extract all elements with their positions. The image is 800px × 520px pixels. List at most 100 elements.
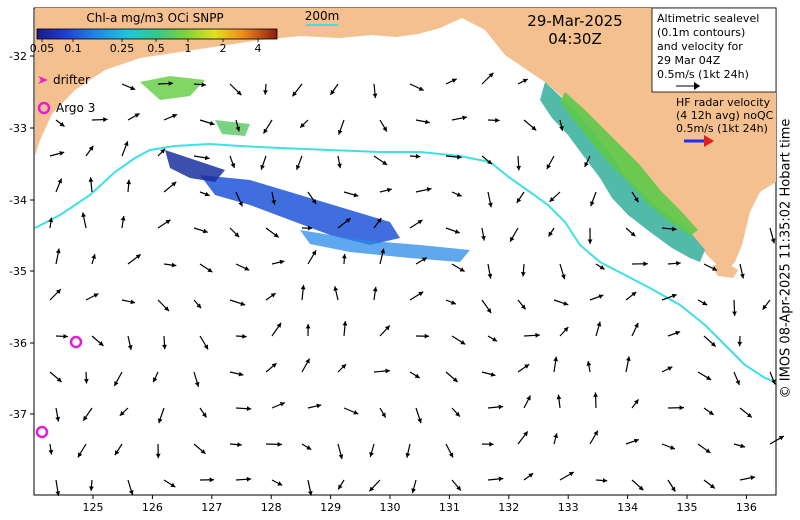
velocity-arrow-head: [488, 72, 494, 78]
velocity-arrow-head: [57, 178, 63, 184]
velocity-arrow-head: [130, 299, 136, 305]
velocity-arrow-head: [771, 379, 776, 385]
velocity-arrow-head: [546, 164, 552, 170]
velocity-arrow-head: [675, 330, 681, 336]
colorbar-ticks: 0.05 0.1 0.25 0.5 1 2 4: [30, 39, 262, 55]
altimetry-legend-line: and velocity for: [657, 40, 743, 53]
longitude-label: 130: [380, 501, 401, 514]
velocity-arrow-head: [590, 201, 595, 207]
velocity-arrow-head: [316, 403, 322, 409]
velocity-arrow-head: [292, 91, 297, 97]
hf-radar-legend-line: 0.5m/s (1kt 24h): [676, 122, 768, 135]
velocity-arrow-head: [426, 187, 432, 192]
velocity-arrow-head: [263, 90, 268, 95]
longitude-label: 133: [558, 501, 579, 514]
velocity-arrow-head: [381, 412, 386, 418]
velocity-arrow-head: [488, 202, 493, 208]
velocity-arrow-head: [300, 284, 306, 290]
isobath-key: 200m: [305, 9, 340, 26]
velocity-arrow-head: [587, 239, 593, 244]
velocity-arrow-head: [238, 201, 243, 207]
velocity-arrow-head: [671, 293, 677, 299]
altimetry-scale-arrow-head: [694, 82, 700, 90]
velocity-arrow-head: [119, 410, 125, 416]
velocity-arrow-head: [553, 356, 559, 362]
velocity-arrow-head: [634, 322, 639, 328]
velocity-arrow-head: [305, 358, 310, 364]
longitude-label: 129: [320, 501, 341, 514]
velocity-arrow-head: [234, 232, 240, 238]
longitude-label: 131: [439, 501, 460, 514]
velocity-arrow-head: [55, 491, 61, 496]
velocity-arrow-head: [126, 179, 132, 185]
velocity-arrow-head: [746, 412, 752, 418]
velocity-arrow-head: [307, 225, 313, 231]
velocity-arrow-head: [244, 266, 250, 271]
colorbar-tick-label: 4: [255, 42, 262, 55]
velocity-arrow-head: [202, 228, 208, 234]
velocity-arrow-head: [535, 332, 540, 338]
velocity-arrow-head: [770, 238, 776, 244]
colorbar-tick-label: 0.05: [30, 42, 55, 55]
altimetry-legend-line: 0.5m/s (1kt 24h): [657, 68, 749, 81]
velocity-arrow-head: [55, 289, 61, 294]
chl-coastal-green: [560, 92, 698, 236]
drifter-legend: drifter: [38, 73, 90, 87]
velocity-arrow-head: [382, 160, 388, 165]
velocity-arrow-head: [630, 231, 636, 237]
velocity-arrow-head: [279, 402, 285, 407]
velocity-arrow-head: [710, 341, 716, 347]
velocity-arrow-head: [531, 125, 537, 131]
velocity-arrow-head: [171, 262, 177, 268]
velocity-arrow-head: [91, 254, 96, 260]
velocity-arrow-head: [103, 117, 108, 122]
argo-legend: Argo 3: [37, 101, 95, 115]
velocity-arrow-head: [55, 248, 61, 254]
velocity-arrow-head: [425, 119, 430, 125]
velocity-arrow-head: [520, 304, 526, 310]
latitude-label: -37: [9, 408, 27, 421]
latitude-label: -36: [9, 337, 27, 350]
velocity-arrow-head: [462, 115, 467, 121]
velocity-arrow-head: [128, 489, 134, 495]
velocity-arrow-head: [204, 155, 210, 161]
colorbar-tick-label: 0.25: [110, 42, 135, 55]
velocity-arrow-head: [203, 344, 209, 350]
date-label: 29-Mar-2025: [527, 12, 622, 30]
velocity-arrow-head: [411, 488, 416, 494]
velocity-arrow-head: [277, 441, 282, 447]
longitude-label: 135: [677, 501, 698, 514]
latitude-label: -32: [9, 50, 27, 63]
velocity-arrow-head: [596, 321, 602, 327]
longitude-label: 127: [201, 501, 222, 514]
isobath-key-label: 200m: [305, 9, 340, 23]
velocity-arrow-head: [633, 399, 639, 405]
velocity-arrow-head: [279, 259, 285, 265]
colorbar-tick-label: 0.5: [147, 42, 165, 55]
time-label: 04:30Z: [548, 30, 602, 48]
velocity-arrow-head: [702, 300, 708, 306]
colorbar-tick-label: 2: [220, 42, 227, 55]
velocity-arrow-head: [295, 164, 301, 170]
velocity-arrow-head: [516, 197, 522, 203]
velocity-arrow-head: [599, 265, 605, 270]
velocity-arrow-head: [516, 165, 522, 171]
velocity-arrow-head: [135, 254, 141, 259]
velocity-arrow-head: [672, 226, 677, 232]
imos-credit: © IMOS 08-Apr-2025 11:35:02 Hobart time: [776, 8, 796, 508]
velocity-arrow-head: [209, 120, 215, 126]
velocity-arrow-head: [548, 231, 553, 237]
velocity-arrow-head: [452, 377, 458, 383]
velocity-arrow-head: [55, 416, 61, 422]
velocity-arrow-head: [456, 192, 462, 197]
velocity-arrow-head: [277, 481, 283, 486]
velocity-arrow-head: [207, 267, 213, 273]
velocity-arrow-head: [740, 443, 746, 449]
velocity-arrow-head: [670, 445, 675, 450]
velocity-arrow-head: [549, 197, 555, 202]
velocity-arrow-head: [260, 164, 265, 170]
chl-southwest-green: [140, 76, 205, 100]
longitude-label: 132: [498, 501, 519, 514]
longitude-label: 134: [617, 501, 638, 514]
hf-radar-legend-line: (4 12h avg) noQC: [676, 109, 774, 122]
